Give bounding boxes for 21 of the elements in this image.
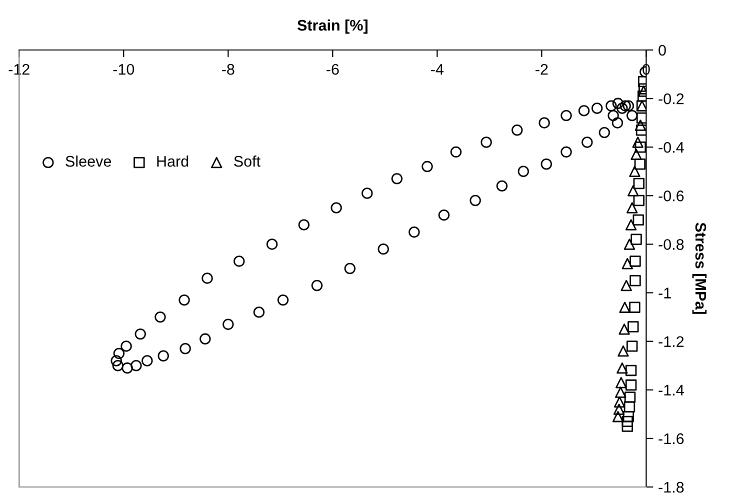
y-tick-label: -1.2 [658,336,684,347]
x-tick-label: -12 [8,64,30,75]
legend-label: Hard [157,156,188,167]
y-tick-label: -0.8 [658,239,684,250]
x-tick-label: -10 [113,64,134,75]
x-axis-title: Strain [%] [297,19,368,34]
y-axis-title: Stress [MPa] [692,222,707,314]
legend-label: Sleeve [66,156,112,167]
x-tick-label: -6 [326,64,339,75]
y-tick-label: 0 [658,44,666,56]
y-tick-label: -0.2 [658,93,684,104]
x-tick-label: -4 [431,64,444,75]
legend-label: Soft [234,156,260,167]
y-tick-label: -1.6 [658,433,684,444]
x-tick-label: -8 [222,64,234,75]
y-tick-label: -1 [658,288,671,298]
y-tick-label: -0.4 [658,142,684,153]
y-tick-label: -1.4 [658,384,684,396]
x-tick-label: -2 [536,64,548,75]
y-tick-label: -1.8 [658,482,684,493]
y-tick-label: -0.6 [658,190,684,202]
